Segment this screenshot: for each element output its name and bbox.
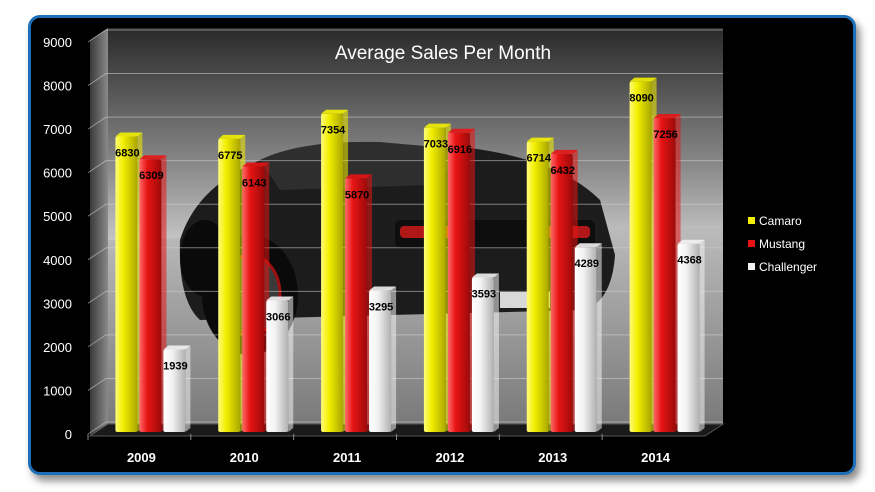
legend-label: Mustang	[759, 237, 805, 251]
bar	[447, 128, 475, 432]
data-label: 6432	[551, 165, 575, 177]
y-tick-label: 9000	[43, 35, 72, 50]
bar	[139, 155, 167, 432]
gridlines	[87, 29, 723, 435]
legend-swatch	[748, 263, 755, 270]
y-tick-label: 0	[65, 427, 72, 442]
y-tick-label: 5000	[43, 209, 72, 224]
data-label: 1939	[163, 361, 187, 373]
bar	[471, 273, 499, 432]
x-tick-label: 2011	[333, 450, 361, 465]
bar	[677, 239, 705, 432]
bar	[574, 243, 602, 432]
legend-swatch	[748, 217, 755, 224]
x-tick-label: 2013	[538, 450, 567, 465]
legend: Camaro Mustang Challenger	[740, 211, 825, 280]
y-axis: 0 1000 2000 3000 4000 5000 6000 7000 8000 9000	[43, 35, 72, 442]
bar	[550, 149, 578, 433]
data-label: 3593	[472, 289, 496, 301]
legend-swatch	[748, 240, 755, 247]
legend-label: Challenger	[759, 260, 817, 274]
data-label: 6775	[218, 150, 242, 162]
gridline	[87, 203, 723, 217]
legend-label: Camaro	[759, 214, 802, 228]
gridline	[87, 290, 723, 304]
data-label: 7354	[321, 125, 346, 137]
x-tick-label: 2014	[641, 450, 671, 465]
y-tick-label: 7000	[43, 122, 72, 137]
y-tick-label: 4000	[43, 253, 72, 268]
data-label: 4289	[575, 258, 599, 270]
bar	[242, 162, 270, 432]
y-tick-label: 8000	[43, 79, 72, 94]
gridline	[87, 116, 723, 130]
x-axis: 2009 2010 2011 2012 2013 2014	[87, 434, 671, 465]
data-label: 3066	[266, 311, 290, 323]
y-tick-label: 3000	[43, 296, 72, 311]
bar	[321, 109, 349, 432]
gridline	[87, 160, 723, 174]
bar	[653, 113, 681, 433]
bar	[526, 137, 554, 432]
chart-title: Average Sales Per Month	[335, 43, 551, 64]
data-label: 6916	[448, 144, 472, 156]
y-tick-label: 1000	[43, 383, 72, 398]
bar	[369, 286, 397, 432]
gridline	[87, 29, 723, 43]
data-label: 8090	[629, 93, 653, 105]
y-tick-label: 6000	[43, 166, 72, 181]
x-tick-label: 2012	[435, 450, 464, 465]
gridline	[87, 377, 723, 391]
data-label: 6143	[242, 177, 266, 189]
gridline	[87, 334, 723, 348]
data-label: 6714	[527, 153, 552, 165]
data-label: 6830	[115, 148, 139, 160]
data-label: 3295	[369, 301, 393, 313]
y-tick-label: 2000	[43, 340, 72, 355]
bar	[266, 296, 294, 432]
gridline	[87, 73, 723, 86]
bar	[163, 345, 191, 432]
bars	[115, 77, 705, 433]
data-label: 7256	[653, 129, 677, 141]
data-label: 7033	[424, 139, 448, 151]
data-label: 5870	[345, 189, 369, 201]
x-tick-label: 2009	[127, 450, 156, 465]
data-label: 4368	[677, 255, 701, 267]
gridline	[87, 247, 723, 261]
x-tick-label: 2010	[230, 450, 259, 465]
gridline	[87, 421, 723, 435]
bar	[423, 123, 451, 433]
data-label: 6309	[139, 170, 163, 182]
